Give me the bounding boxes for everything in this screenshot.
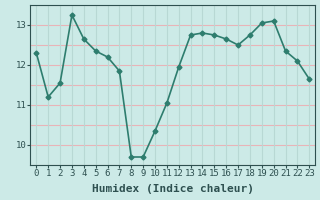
- X-axis label: Humidex (Indice chaleur): Humidex (Indice chaleur): [92, 184, 254, 194]
